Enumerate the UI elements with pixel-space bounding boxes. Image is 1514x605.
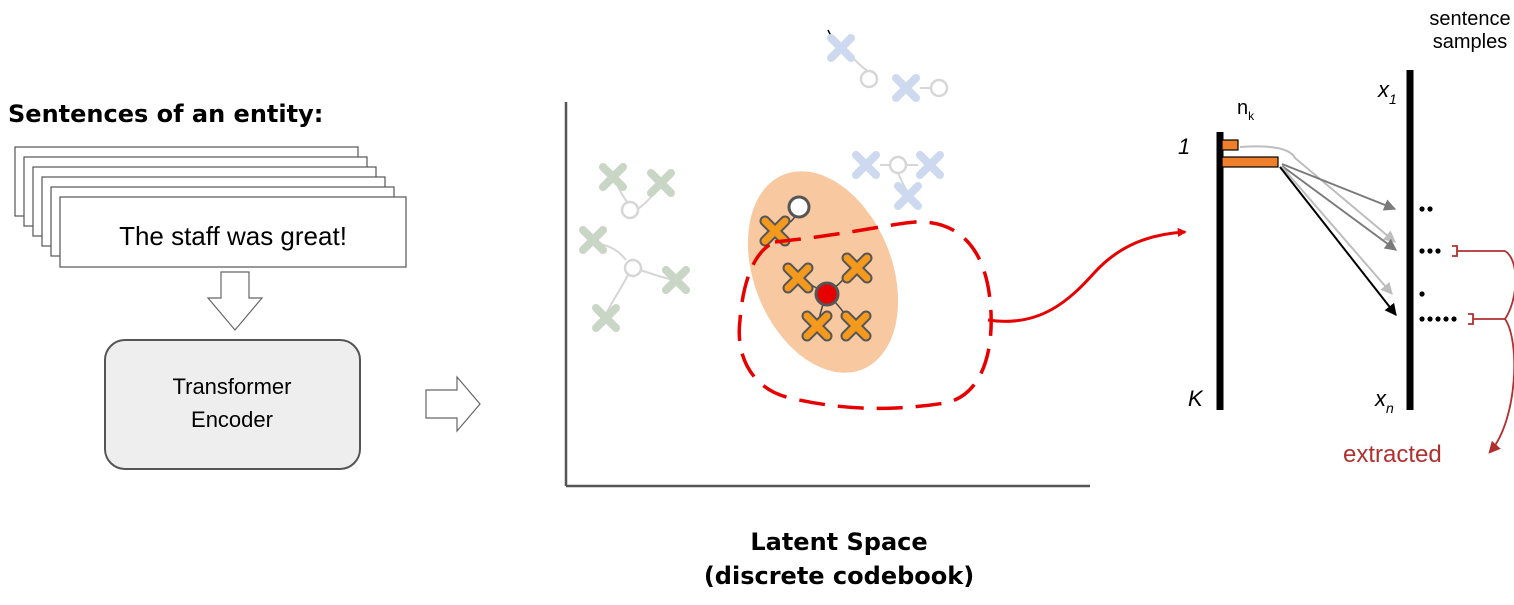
embedding-cross [782,262,814,294]
sample-dot [1419,316,1425,322]
sample-dot [1427,248,1433,254]
sample-dot [1419,206,1425,212]
embedding-cross [579,226,607,254]
sample-dot [1419,248,1425,254]
right-arrow [425,375,481,433]
sample-dot [1419,291,1425,297]
sample-first-label: x1 [1377,77,1397,107]
selection-boundary [737,220,993,411]
sample-dot [1427,206,1433,212]
sample-dot [1435,316,1441,322]
to-codebook-arrow [987,227,1187,323]
embedding-cross [827,34,855,62]
embedding-cross [592,304,620,332]
sample-dot [1443,316,1449,322]
embedding-cross [916,151,944,179]
count-bar-2 [1221,156,1279,168]
latent-caption-line2: (discrete codebook) [704,562,974,590]
latent-caption-line1: Latent Space [750,528,927,556]
blue-faded-cluster [827,29,949,194]
sampling-arrows [1239,145,1397,316]
encoder-label-line1: Transformer [173,374,292,399]
embedding-cross [662,266,690,294]
extracted-brackets [1452,245,1514,454]
sentence-card-stack: The staff was great! [14,146,407,268]
green-faded-cluster [597,181,675,315]
samples-header-line2: samples [1433,31,1507,53]
sample-dots [1419,206,1457,322]
transformer-encoder-box: Transformer Encoder [104,339,361,470]
latent-axes [564,102,1090,488]
sentence-embeddings [579,34,944,342]
embedding-cross [841,252,873,284]
embedding-cross [852,151,880,179]
count-label: nk [1237,97,1255,123]
embedding-cross [840,310,872,342]
sample-dot [1435,248,1441,254]
count-bar-1 [1221,139,1239,151]
embedding-cross [894,182,922,210]
down-arrow [206,271,264,331]
cluster-codeword-white [787,195,811,219]
sample-dot [1427,316,1433,322]
codebook-index-bottom: K [1188,386,1204,411]
embedding-cross [801,310,833,342]
embedding-cross [759,215,791,247]
sample-last-label: xn [1374,386,1394,416]
encoder-label-line2: Encoder [191,407,273,432]
extracted-label: extracted [1343,441,1442,468]
embedding-cross [599,163,627,191]
embedding-cross [647,169,675,197]
cluster-codeword-red [814,281,840,307]
embedding-cross [892,74,920,102]
codebook-index-top: 1 [1178,134,1190,159]
samples-header-line1: sentence [1429,8,1510,30]
entity-heading: Sentences of an entity: [8,100,323,128]
sample-dot [1451,316,1457,322]
sentence-text: The staff was great! [119,221,347,251]
